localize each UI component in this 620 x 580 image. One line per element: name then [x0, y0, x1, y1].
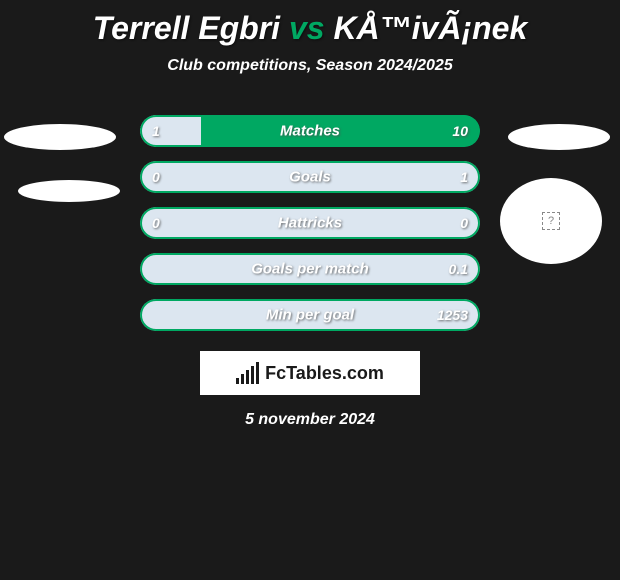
stat-label: Matches	[280, 123, 340, 140]
stats-container: 1Matches100Goals10Hattricks0Goals per ma…	[140, 115, 480, 331]
logo-text: FcTables.com	[265, 363, 384, 384]
footer-date: 5 november 2024	[0, 411, 620, 429]
stat-label: Hattricks	[278, 215, 342, 232]
stat-right-value: 1	[460, 169, 468, 185]
stat-right-value: 0	[460, 215, 468, 231]
subtitle: Club competitions, Season 2024/2025	[0, 57, 620, 75]
stat-left-value: 0	[152, 215, 160, 231]
stat-left-value: 0	[152, 169, 160, 185]
logo-box: FcTables.com	[200, 351, 420, 395]
decor-ellipse-left-1	[4, 124, 116, 150]
stat-row: 1 Matches 10	[140, 115, 480, 147]
stat-row: Min per goal 1253	[140, 299, 480, 331]
stat-row: 0 Goals 1	[140, 161, 480, 193]
stat-label: Goals	[289, 169, 331, 186]
stat-row: 0 Hattricks 0	[140, 207, 480, 239]
stat-left-value: 1	[152, 123, 160, 139]
title-player1: Terrell Egbri	[93, 10, 280, 46]
stat-right-value: 1253	[437, 307, 468, 323]
page-title: Terrell Egbri vs KÅ™ivÃ¡nek	[0, 0, 620, 47]
placeholder-icon: ?	[542, 212, 560, 230]
stat-label: Goals per match	[251, 261, 369, 278]
logo-chart-icon	[236, 362, 259, 384]
stat-right-value: 10	[452, 123, 468, 139]
decor-ellipse-left-2	[18, 180, 120, 202]
decor-circle-right: ?	[500, 178, 602, 264]
title-player2: KÅ™ivÃ¡nek	[333, 10, 527, 46]
decor-ellipse-right-1	[508, 124, 610, 150]
stat-row: Goals per match 0.1	[140, 253, 480, 285]
stat-right-value: 0.1	[449, 261, 468, 277]
stat-fill	[140, 115, 201, 147]
title-vs: vs	[280, 10, 333, 46]
stat-label: Min per goal	[266, 307, 354, 324]
